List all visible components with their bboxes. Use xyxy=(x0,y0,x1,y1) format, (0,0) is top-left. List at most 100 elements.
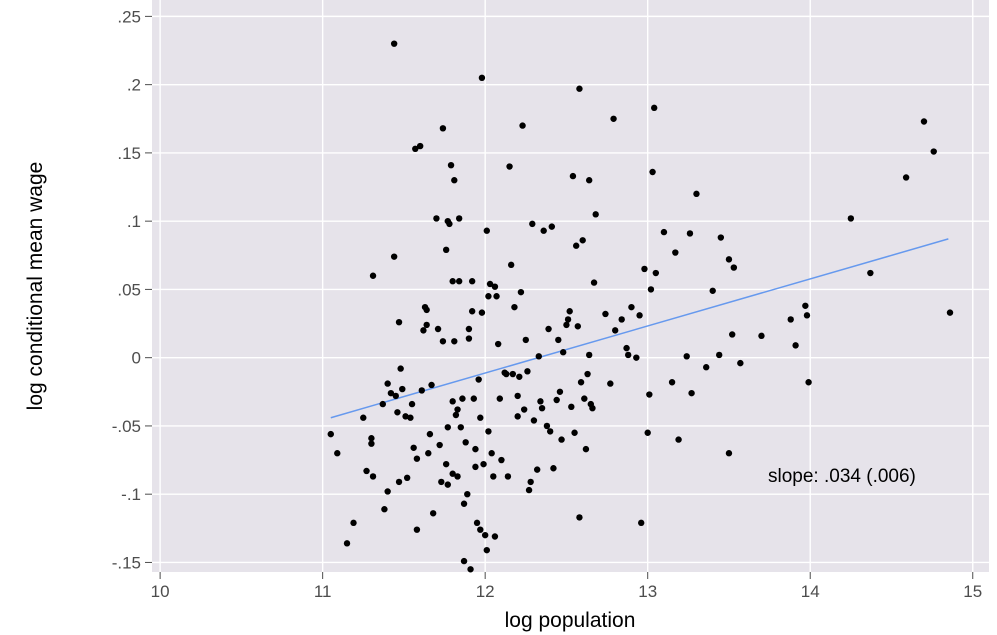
x-axis-title: log population xyxy=(505,609,636,632)
data-point xyxy=(464,490,471,498)
data-point xyxy=(472,463,479,471)
data-point xyxy=(485,293,492,300)
data-point xyxy=(522,336,530,344)
data-point xyxy=(416,142,424,150)
data-point xyxy=(641,265,648,273)
data-point xyxy=(408,400,416,408)
data-point xyxy=(494,340,502,348)
data-point xyxy=(546,428,554,435)
data-point xyxy=(509,370,517,378)
data-point xyxy=(470,395,477,402)
data-point xyxy=(618,316,625,323)
data-point xyxy=(527,478,534,486)
data-point xyxy=(403,474,411,482)
data-point xyxy=(498,456,505,464)
data-point xyxy=(481,531,489,539)
data-point xyxy=(703,364,710,371)
data-point xyxy=(568,403,575,411)
data-point xyxy=(477,526,484,533)
gridlines xyxy=(152,0,989,572)
data-point xyxy=(496,395,504,402)
data-point xyxy=(805,379,812,386)
data-point xyxy=(584,370,591,378)
data-point xyxy=(652,269,660,277)
data-point xyxy=(446,220,453,228)
data-point xyxy=(368,435,375,442)
x-tick-label: 10 xyxy=(151,582,170,601)
data-point xyxy=(483,546,490,554)
data-point xyxy=(520,406,528,413)
data-point xyxy=(493,293,500,300)
data-point xyxy=(384,488,391,495)
data-point xyxy=(946,309,954,316)
data-point xyxy=(569,172,577,180)
data-point xyxy=(454,406,461,413)
data-point xyxy=(387,389,395,397)
data-point xyxy=(543,422,551,430)
data-point xyxy=(725,256,733,263)
y-tick-label: 0 xyxy=(132,349,141,368)
data-point xyxy=(480,460,487,468)
data-point xyxy=(646,391,653,398)
data-point xyxy=(792,342,799,349)
y-tick-label: .1 xyxy=(127,212,141,231)
data-point xyxy=(581,395,588,402)
data-point xyxy=(483,227,490,234)
data-point xyxy=(623,344,630,352)
data-point xyxy=(363,467,370,475)
data-point xyxy=(420,327,427,334)
data-point xyxy=(384,380,391,387)
data-point xyxy=(514,413,521,420)
data-point xyxy=(444,424,451,431)
data-points xyxy=(327,40,954,573)
data-point xyxy=(637,519,645,527)
data-point xyxy=(660,228,668,236)
data-point xyxy=(455,215,463,222)
data-point xyxy=(468,308,476,315)
data-point xyxy=(559,349,567,356)
data-point xyxy=(535,353,543,360)
data-point xyxy=(360,414,367,421)
x-tick-label: 14 xyxy=(801,582,820,601)
data-point xyxy=(538,404,546,412)
y-tick-label: -.05 xyxy=(112,417,141,436)
x-tick-label: 13 xyxy=(638,582,657,601)
y-tick-label: .05 xyxy=(117,280,141,299)
data-point xyxy=(668,379,676,386)
data-point xyxy=(529,220,536,228)
data-point xyxy=(395,478,403,486)
data-point xyxy=(572,242,580,249)
data-point xyxy=(589,404,596,412)
data-point xyxy=(636,312,643,319)
data-point xyxy=(399,385,406,393)
data-point xyxy=(449,398,456,405)
data-point xyxy=(550,465,557,472)
data-point xyxy=(545,325,552,333)
data-point xyxy=(530,417,538,424)
data-point xyxy=(462,439,469,446)
data-point xyxy=(507,261,515,269)
data-point xyxy=(395,318,403,326)
y-axis: .25 .2 .15 .1 .05 0 -.05 -.1 -.15 xyxy=(112,7,152,572)
data-point xyxy=(468,278,476,285)
data-point xyxy=(519,122,526,129)
data-point xyxy=(506,163,513,170)
y-tick-label: .25 xyxy=(117,7,141,26)
data-point xyxy=(436,441,443,449)
data-point xyxy=(465,335,473,342)
data-point xyxy=(585,177,593,184)
data-point xyxy=(394,409,401,416)
data-point xyxy=(451,177,458,184)
data-point xyxy=(592,211,599,218)
data-point xyxy=(486,280,494,288)
data-point xyxy=(716,351,723,359)
data-point xyxy=(413,455,421,462)
data-point xyxy=(902,174,910,181)
data-point xyxy=(410,444,417,451)
data-point xyxy=(426,430,434,438)
data-point xyxy=(649,168,656,176)
data-point xyxy=(576,85,583,92)
data-point xyxy=(390,253,398,260)
data-point xyxy=(454,473,461,480)
